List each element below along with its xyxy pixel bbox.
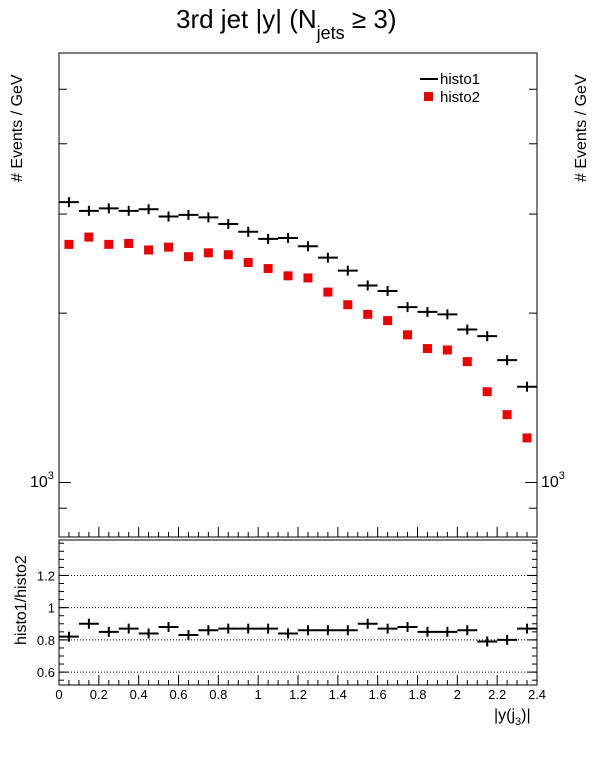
histo2-point bbox=[502, 410, 512, 420]
ratio-y-tick-label: 1 bbox=[48, 601, 55, 616]
x-tick-label: 2.4 bbox=[528, 687, 546, 702]
ratio-plot-frame bbox=[58, 539, 538, 686]
histo2-point bbox=[104, 239, 114, 249]
histo2-point bbox=[403, 330, 413, 340]
x-tick-label: 0.8 bbox=[209, 687, 227, 702]
x-tick-label: 2 bbox=[454, 687, 461, 702]
title-sub: jets bbox=[316, 23, 345, 43]
x-tick-label: 0 bbox=[55, 687, 62, 702]
histo2-point bbox=[482, 387, 492, 397]
ratio-y-tick-label: 0.6 bbox=[37, 665, 55, 680]
histo2-point bbox=[64, 239, 74, 249]
main-plot-marks bbox=[58, 88, 538, 538]
histo2-point bbox=[442, 345, 452, 355]
x-axis-label-sub: 3 bbox=[515, 716, 521, 728]
ratio-y-tick-label: 0.8 bbox=[37, 633, 55, 648]
histo2-point bbox=[263, 264, 273, 274]
x-tick-label: 1.4 bbox=[329, 687, 347, 702]
chart-title: 3rd jet |y| (Njets ≥ 3) bbox=[176, 4, 397, 43]
histo2-point bbox=[303, 273, 313, 283]
x-tick-label: 1.6 bbox=[369, 687, 387, 702]
x-tick-label: 1.8 bbox=[408, 687, 426, 702]
histo2-point bbox=[522, 433, 532, 443]
legend-label-histo2: histo2 bbox=[440, 89, 480, 106]
x-axis-label: |y(j3)| bbox=[494, 707, 531, 728]
histo2-point bbox=[323, 287, 333, 297]
histo2-point bbox=[164, 242, 174, 252]
x-tick-label: 2.2 bbox=[488, 687, 506, 702]
y-axis-label-left: # Events / GeV bbox=[9, 74, 26, 182]
y-tick-exp-left: 3 bbox=[48, 470, 54, 482]
histo2-point bbox=[283, 271, 293, 281]
histo2-point bbox=[183, 252, 193, 262]
y-tick-exp-right: 3 bbox=[559, 470, 565, 482]
x-tick-label: 0.2 bbox=[90, 687, 108, 702]
legend: histo1 histo2 bbox=[420, 71, 480, 106]
histo2-point bbox=[223, 250, 233, 260]
histo2-point bbox=[84, 232, 94, 242]
ratio-plot-marks: 0.6 0.8 1 1.2 0 0.2 0.4 0.6 0.8 1 1.2 1.4 1.6 1.8 2 2.2… bbox=[37, 542, 546, 702]
x-axis-label-end: )| bbox=[521, 707, 530, 724]
histo2-point bbox=[422, 344, 432, 354]
x-tick-label: 0.4 bbox=[130, 687, 148, 702]
x-tick-label: 0.6 bbox=[169, 687, 187, 702]
ratio-y-axis-label: histo1/histo2 bbox=[13, 555, 30, 645]
main-plot-frame bbox=[58, 52, 538, 538]
legend-marker-histo2 bbox=[424, 92, 433, 101]
legend-label-histo1: histo1 bbox=[440, 71, 480, 88]
ratio-y-tick-label: 1.2 bbox=[37, 568, 55, 583]
title-main: 3rd jet |y| (N bbox=[176, 4, 317, 34]
histo2-point bbox=[363, 309, 373, 319]
histo2-point bbox=[462, 357, 472, 367]
x-axis-label-main: |y(j bbox=[494, 707, 515, 724]
histo2-point bbox=[144, 245, 154, 255]
y-axis-label-right: # Events / GeV bbox=[573, 74, 590, 182]
x-tick-label: 1 bbox=[255, 687, 262, 702]
title-rest: ≥ 3) bbox=[345, 4, 397, 34]
histo2-point bbox=[243, 258, 253, 268]
y-tick-label-1000-right: 103 bbox=[541, 470, 565, 491]
histo2-point bbox=[343, 300, 353, 310]
histo2-point bbox=[124, 238, 134, 248]
y-tick-base-left: 10 bbox=[30, 474, 48, 491]
histo2-point bbox=[383, 316, 393, 326]
histo2-point bbox=[203, 248, 213, 258]
x-tick-label: 1.2 bbox=[289, 687, 307, 702]
y-tick-label-1000-left: 103 bbox=[30, 470, 54, 491]
y-tick-base-right: 10 bbox=[541, 474, 559, 491]
